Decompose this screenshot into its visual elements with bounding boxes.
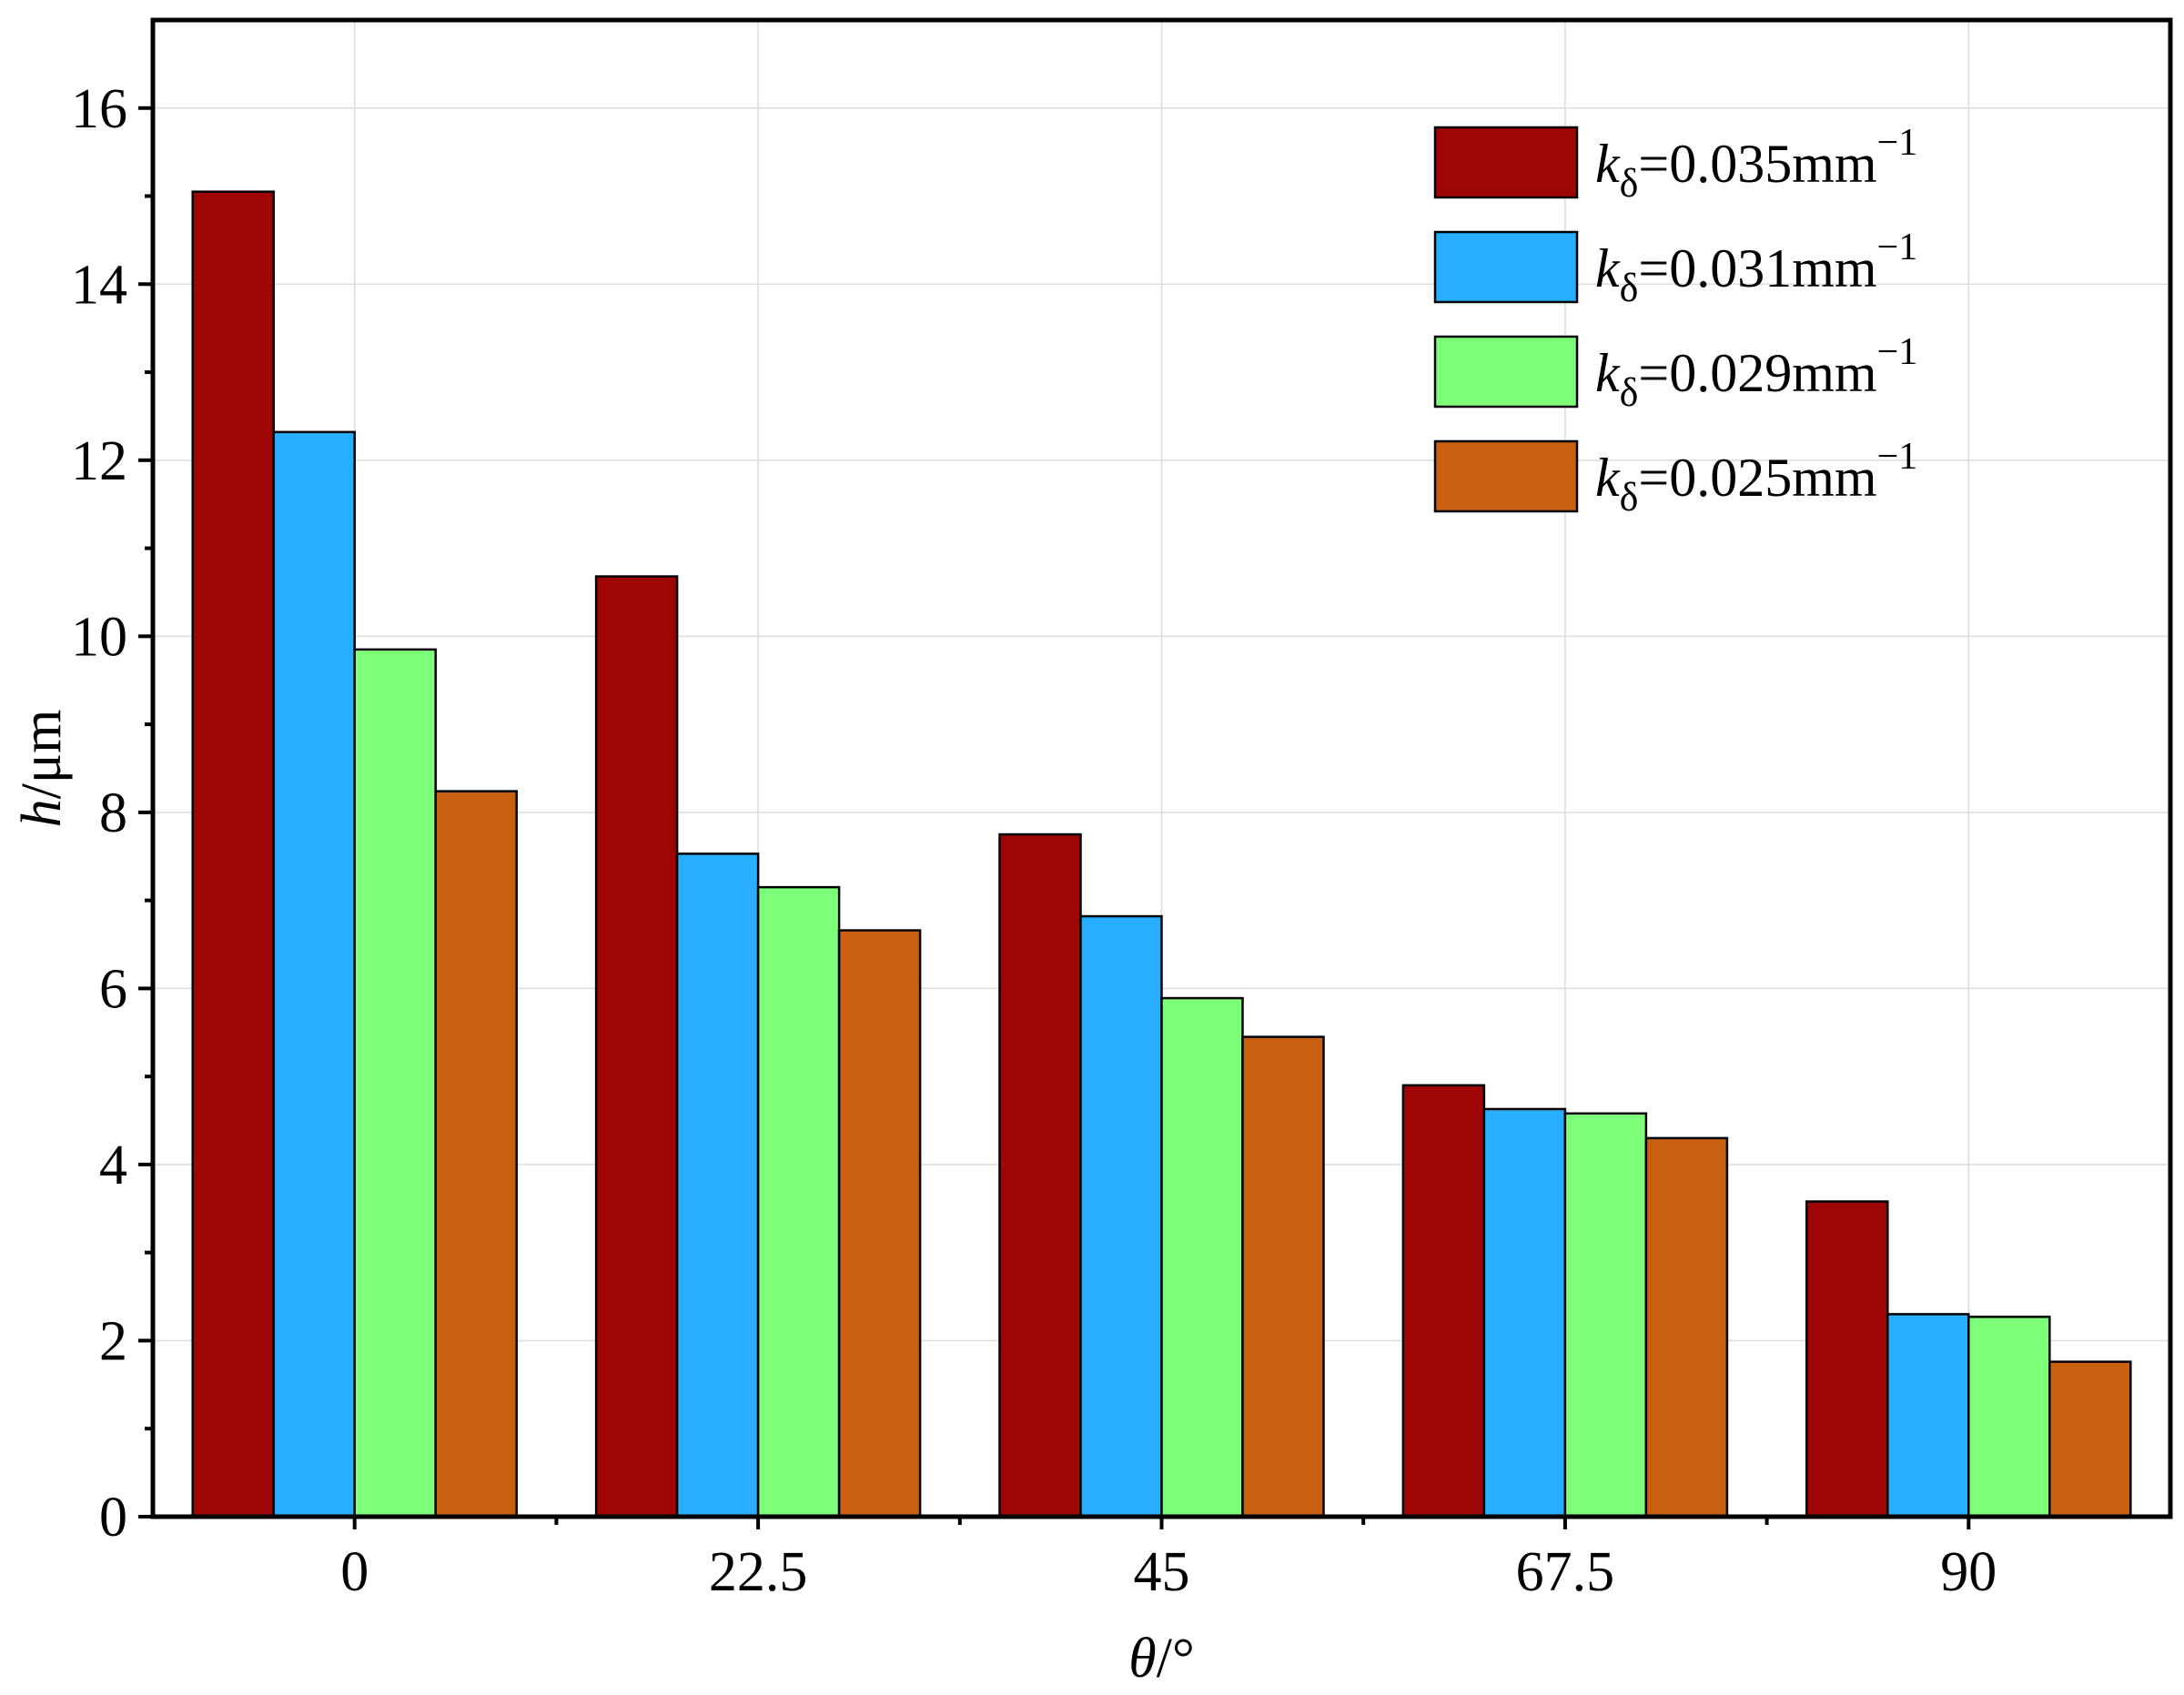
y-tick-label: 8: [99, 782, 127, 844]
bar: [1079, 914, 1163, 1518]
legend-label: kδ=0.035mm−1: [1595, 122, 1917, 206]
x-tick-label: 45: [1134, 1541, 1190, 1603]
bar: [1160, 996, 1244, 1518]
bar: [2048, 1360, 2132, 1518]
y-tick-label: 6: [99, 958, 127, 1020]
bar: [1482, 1107, 1567, 1518]
bar: [675, 853, 760, 1518]
x-tick-label: 90: [1940, 1541, 1997, 1603]
axes: 0 2 4 6 8 10 12 14 16 0 22.5 45 67.5 90: [71, 17, 2173, 1603]
y-tick-label: 12: [71, 430, 127, 492]
legend-swatch: [1433, 335, 1579, 409]
bar: [756, 885, 841, 1518]
legend-swatch: [1433, 126, 1579, 199]
bar: [594, 575, 679, 1518]
y-tick-label: 4: [99, 1135, 127, 1196]
bar: [1241, 1035, 1325, 1518]
bar: [1967, 1316, 2051, 1518]
y-axis-label: h/μm: [11, 710, 73, 828]
bar: [272, 430, 356, 1518]
bar: [1886, 1313, 1970, 1518]
x-axis-label: θ/°: [1128, 1628, 1195, 1690]
legend-label: kδ=0.029mm−1: [1595, 331, 1917, 415]
x-tick-label: 0: [340, 1541, 369, 1603]
legend-label: kδ=0.025mm−1: [1595, 436, 1917, 520]
x-tick-label: 67.5: [1516, 1541, 1615, 1603]
legend: kδ=0.035mm−1 kδ=0.031mm−1 kδ=0.029mm−1 kδ=0…: [1433, 122, 1917, 520]
bar: [1805, 1200, 1889, 1518]
x-tick-label: 22.5: [709, 1541, 808, 1603]
bar: [1563, 1112, 1648, 1518]
bar: [837, 929, 922, 1518]
legend-swatch: [1433, 439, 1579, 513]
bar: [1644, 1136, 1729, 1518]
bar: [1401, 1084, 1486, 1518]
legend-swatch: [1433, 230, 1579, 304]
y-tick-label: 16: [71, 78, 127, 140]
y-tick-label: 10: [71, 606, 127, 668]
y-tick-label: 0: [99, 1487, 127, 1549]
y-tick-label: 2: [99, 1310, 127, 1372]
bar: [191, 190, 275, 1518]
bar: [353, 648, 437, 1518]
legend-label: kδ=0.031mm−1: [1595, 227, 1917, 310]
bar: [434, 790, 518, 1518]
y-tick-label: 14: [71, 254, 127, 316]
bars: [191, 190, 2132, 1518]
bar: [998, 832, 1082, 1518]
